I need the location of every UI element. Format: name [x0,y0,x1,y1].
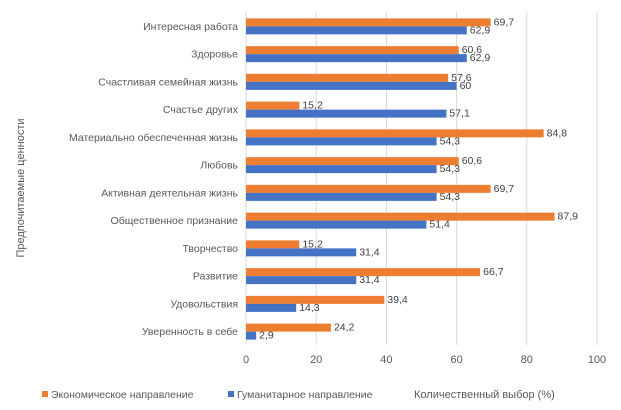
data-label: 15,2 [302,238,323,250]
data-label: 62,9 [470,24,491,36]
data-label: 60,6 [462,44,483,56]
data-label: 69,7 [494,16,515,28]
bar-humanitarian [246,54,467,63]
bar-humanitarian [246,109,447,118]
data-label: 39,4 [387,294,408,306]
category-label: Здоровье [191,49,238,61]
data-label: 62,9 [470,52,491,64]
legend-label: Экономическое направление [51,389,194,401]
x-tick-label: 60 [450,354,462,366]
data-label: 87,9 [558,211,579,223]
category-labels: Интересная работа Здоровье Счастливая семе… [69,21,239,338]
bars [246,18,555,340]
data-label: 60 [460,80,472,92]
category-label: Счастливая семейная жизнь [98,76,238,88]
category-label: Уверенность в себе [142,326,238,338]
data-label: 84,8 [547,127,568,139]
x-tick-label: 20 [310,354,322,366]
data-label: 31,4 [359,274,380,286]
legend: Экономическое направление Гуманитарное на… [42,389,373,401]
grid [245,12,598,345]
bar-economic [246,18,491,27]
legend-swatch [42,391,48,397]
bar-economic [246,157,459,166]
data-label: 31,4 [359,246,380,258]
bar-humanitarian [246,276,357,285]
category-label: Счастье других [163,104,239,116]
x-tick-label: 40 [380,354,392,366]
bar-humanitarian [246,137,437,146]
bar-economic [246,295,385,304]
category-label: Творчество [182,243,238,255]
category-label: Любовь [200,160,238,172]
category-label: Развитие [193,271,238,283]
bar-economic [246,129,544,138]
category-label: Удовольствия [170,298,238,310]
x-tick-label: 80 [521,354,533,366]
y-axis-title: Предпочитаемые ценности [15,118,27,257]
bar-economic [246,240,300,249]
bar-humanitarian [246,331,257,340]
bar-humanitarian [246,220,427,229]
data-label: 54,3 [440,163,461,175]
data-label: 57,1 [449,108,470,120]
bar-economic [246,268,481,277]
bar-economic [246,46,459,55]
x-tick-label: 0 [243,354,249,366]
legend-label: Гуманитарное направление [237,389,373,401]
legend-swatch [228,391,234,397]
data-labels: 69,762,960,662,957,66015,257,184,854,360… [259,16,578,341]
bar-economic [246,184,491,193]
bar-humanitarian [246,165,437,174]
category-label: Материально обеспеченная жизнь [69,132,239,144]
data-label: 57,6 [451,72,472,84]
data-label: 69,7 [494,183,515,195]
data-label: 14,3 [299,302,320,314]
bar-humanitarian [246,81,457,90]
x-tick-labels: 0 20 40 60 80 100 [243,354,606,366]
data-label: 15,2 [302,100,323,112]
category-label: Активная деятельная жизнь [101,187,238,199]
data-label: 51,4 [429,219,450,231]
bar-humanitarian [246,248,357,257]
data-label: 2,9 [259,330,274,342]
bar-economic [246,73,449,82]
bar-humanitarian [246,303,297,312]
bar-humanitarian [246,192,437,201]
x-tick-label: 100 [588,354,606,366]
data-label: 60,6 [462,155,483,167]
category-label: Общественное признание [111,215,239,227]
bar-humanitarian [246,26,467,35]
data-label: 54,3 [440,191,461,203]
bar-economic [246,101,300,110]
data-label: 66,7 [483,266,504,278]
bar-economic [246,212,555,221]
category-label: Интересная работа [143,21,238,33]
data-label: 54,3 [440,135,461,147]
data-label: 24,2 [334,322,355,334]
bar-economic [246,323,331,332]
x-axis-title: Количественный выбор (%) [414,389,555,401]
